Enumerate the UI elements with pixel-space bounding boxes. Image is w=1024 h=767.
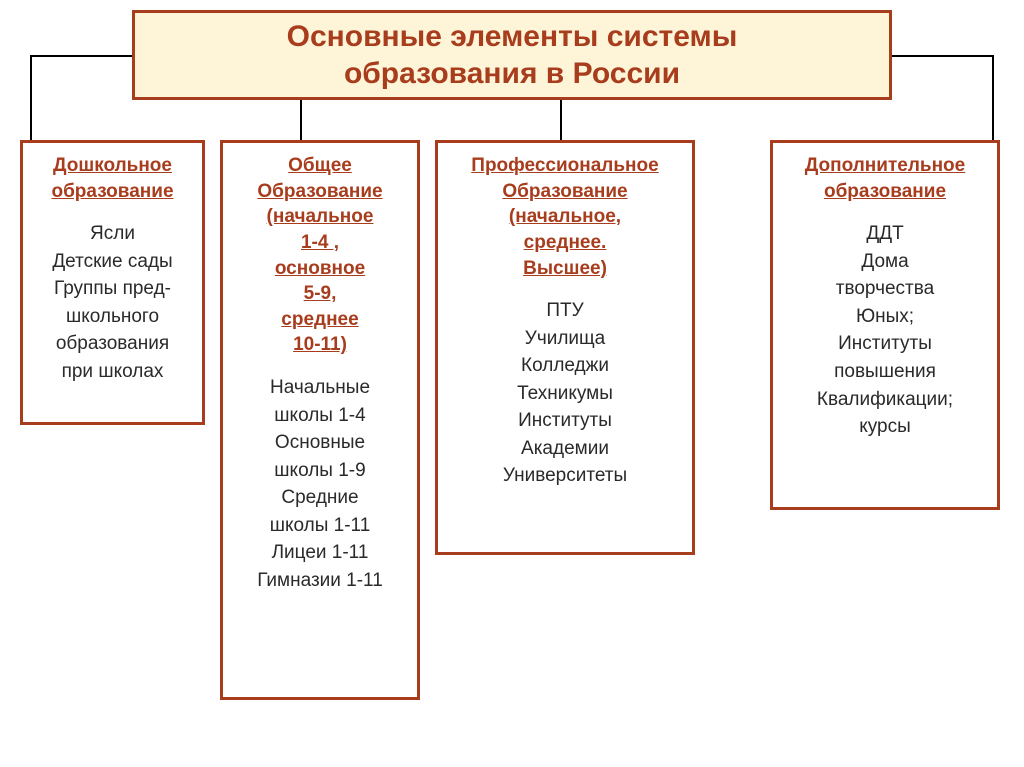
item-line: творчества	[781, 275, 989, 303]
item-line: Средние	[231, 484, 409, 512]
category-general: ОбщееОбразование(начальное1-4 ,основное5…	[220, 140, 420, 700]
item-line: ДДТ	[781, 220, 989, 248]
item-line: школы 1-4	[231, 402, 409, 430]
item-line: курсы	[781, 413, 989, 441]
item-line: Институты	[781, 330, 989, 358]
category-heading: Дополнительноеобразование	[781, 153, 989, 204]
category-items: ПТУУчилищаКолледжиТехникумыИнститутыАкад…	[446, 297, 684, 490]
heading-line: Дошкольное	[31, 153, 194, 179]
connector-v3	[560, 100, 562, 140]
category-heading: ПрофессиональноеОбразование(начальное,ср…	[446, 153, 684, 281]
heading-line: Высшее)	[446, 256, 684, 282]
heading-line: Образование	[231, 179, 409, 205]
diagram-title: Основные элементы системыобразования в Р…	[287, 18, 738, 93]
category-items: ДДТДоматворчестваЮных;Институтыповышения…	[781, 220, 989, 440]
item-line: Университеты	[446, 462, 684, 490]
item-line: Гимназии 1-11	[231, 567, 409, 595]
category-items: ЯслиДетские садыГруппы пред-школьногообр…	[31, 220, 194, 385]
item-line: образования	[31, 330, 194, 358]
category-items: Начальныешколы 1-4Основныешколы 1-9Средн…	[231, 374, 409, 594]
item-line: школьного	[31, 303, 194, 331]
heading-line: основное	[231, 256, 409, 282]
item-line: Юных;	[781, 303, 989, 331]
heading-line: 10-11)	[231, 332, 409, 358]
item-line: Ясли	[31, 220, 194, 248]
item-line: Училища	[446, 325, 684, 353]
item-line: Основные	[231, 429, 409, 457]
item-line: повышения	[781, 358, 989, 386]
item-line: Дома	[781, 248, 989, 276]
heading-line: Общее	[231, 153, 409, 179]
category-heading: Дошкольноеобразование	[31, 153, 194, 204]
heading-line: образование	[781, 179, 989, 205]
item-line: ПТУ	[446, 297, 684, 325]
connector-h-right	[892, 55, 994, 57]
category-professional: ПрофессиональноеОбразование(начальное,ср…	[435, 140, 695, 555]
heading-line: Дополнительное	[781, 153, 989, 179]
heading-line: (начальное	[231, 204, 409, 230]
item-line: Начальные	[231, 374, 409, 402]
heading-line: (начальное,	[446, 204, 684, 230]
heading-line: 1-4 ,	[231, 230, 409, 256]
item-line: Лицеи 1-11	[231, 539, 409, 567]
category-preschool: Дошкольноеобразование ЯслиДетские садыГру…	[20, 140, 205, 425]
heading-line: Профессиональное	[446, 153, 684, 179]
connector-v4	[992, 55, 994, 140]
connector-v2	[300, 100, 302, 140]
item-line: Институты	[446, 407, 684, 435]
item-line: при школах	[31, 358, 194, 386]
item-line: Квалификации;	[781, 386, 989, 414]
heading-line: 5-9,	[231, 281, 409, 307]
item-line: Группы пред-	[31, 275, 194, 303]
heading-line: Образование	[446, 179, 684, 205]
item-line: Академии	[446, 435, 684, 463]
category-additional: Дополнительноеобразование ДДТДоматворчест…	[770, 140, 1000, 510]
heading-line: среднее.	[446, 230, 684, 256]
category-heading: ОбщееОбразование(начальное1-4 ,основное5…	[231, 153, 409, 358]
item-line: школы 1-11	[231, 512, 409, 540]
connector-v1	[30, 55, 32, 140]
item-line: школы 1-9	[231, 457, 409, 485]
item-line: Колледжи	[446, 352, 684, 380]
item-line: Техникумы	[446, 380, 684, 408]
heading-line: среднее	[231, 307, 409, 333]
connector-h-left	[30, 55, 132, 57]
diagram-title-box: Основные элементы системыобразования в Р…	[132, 10, 892, 100]
heading-line: образование	[31, 179, 194, 205]
item-line: Детские сады	[31, 248, 194, 276]
